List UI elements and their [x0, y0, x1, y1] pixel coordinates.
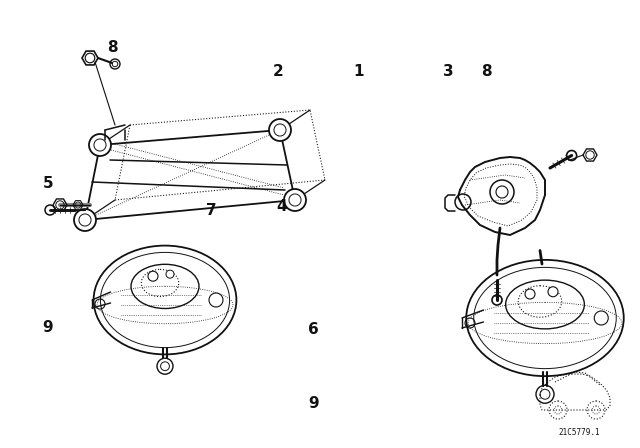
- Circle shape: [284, 189, 306, 211]
- Text: 9: 9: [308, 396, 319, 411]
- Circle shape: [525, 289, 535, 299]
- Circle shape: [209, 293, 223, 307]
- Text: 6: 6: [308, 322, 319, 337]
- Text: 4: 4: [276, 198, 287, 214]
- Text: 5: 5: [43, 176, 53, 191]
- Text: 8: 8: [107, 39, 117, 55]
- Circle shape: [269, 119, 291, 141]
- Text: 21C5779.1: 21C5779.1: [558, 428, 600, 437]
- Text: 9: 9: [43, 319, 53, 335]
- Circle shape: [74, 209, 96, 231]
- Circle shape: [548, 287, 558, 297]
- Text: 8: 8: [481, 64, 492, 79]
- Text: 3: 3: [443, 64, 453, 79]
- Text: 1: 1: [353, 64, 364, 79]
- Text: 7: 7: [206, 203, 216, 218]
- Circle shape: [89, 134, 111, 156]
- Circle shape: [595, 311, 608, 325]
- Text: 2: 2: [273, 64, 284, 79]
- Circle shape: [166, 270, 174, 278]
- Circle shape: [148, 271, 158, 281]
